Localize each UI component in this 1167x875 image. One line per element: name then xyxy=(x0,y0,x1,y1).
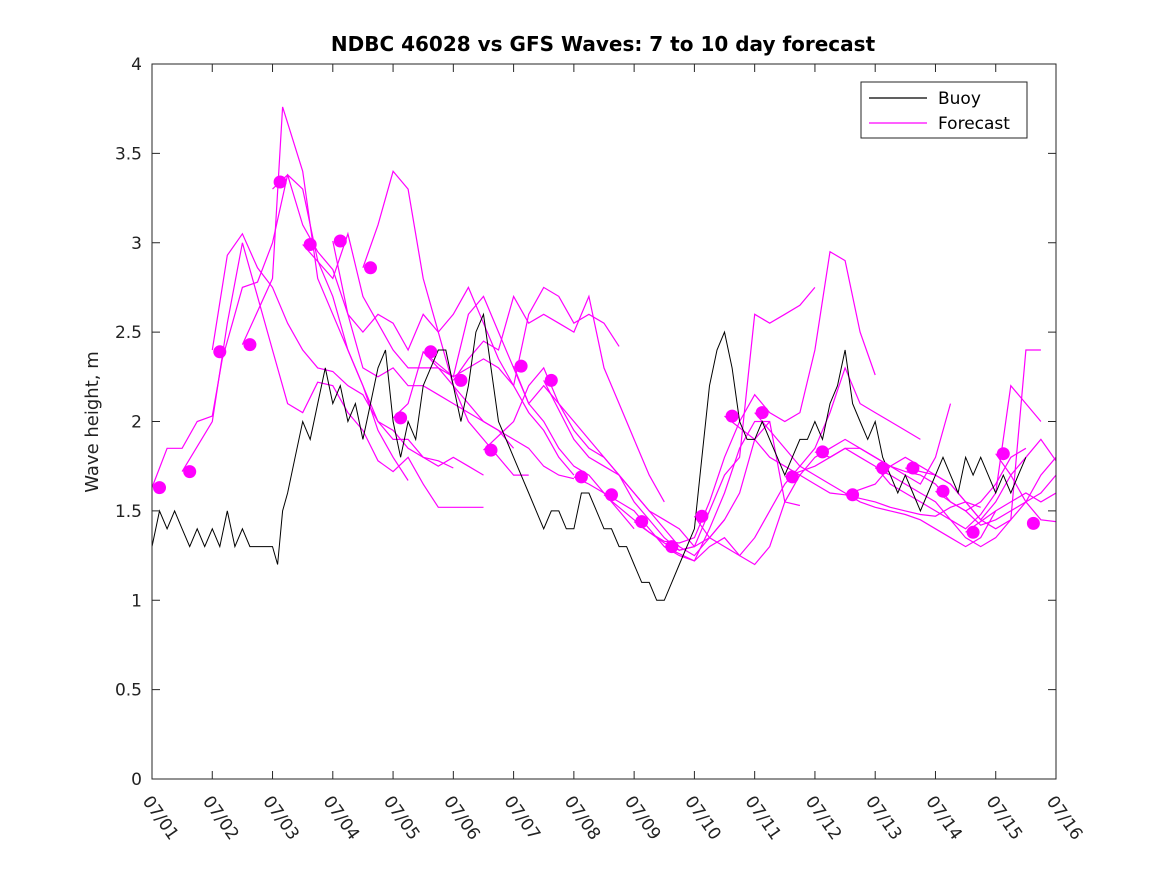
forecast-line-12 xyxy=(483,366,695,551)
y-tick-label: 3.5 xyxy=(115,144,142,164)
forecast-line-28 xyxy=(965,492,1056,533)
forecast-point-29 xyxy=(996,447,1010,461)
legend-label-buoy: Buoy xyxy=(938,89,981,109)
forecast-point-17 xyxy=(635,515,649,529)
forecast-point-1 xyxy=(153,481,166,495)
forecast-line-3 xyxy=(211,232,454,469)
legend-label-forecast: Forecast xyxy=(938,114,1010,134)
chart-title: NDBC 46028 vs GFS Waves: 7 to 10 day for… xyxy=(331,32,876,56)
y-tick-label: 2 xyxy=(131,413,142,433)
forecast-line-21 xyxy=(754,412,997,548)
forecast-point-28 xyxy=(966,525,980,539)
y-tick-label: 1 xyxy=(131,591,142,611)
forecast-point-2 xyxy=(183,465,197,479)
forecast-point-7 xyxy=(333,234,347,248)
forecast-point-13 xyxy=(514,359,528,373)
legend-box xyxy=(860,81,1028,139)
forecast-point-21 xyxy=(755,406,769,420)
forecast-point-9 xyxy=(394,411,408,425)
forecast-point-16 xyxy=(605,488,618,502)
forecast-point-8 xyxy=(364,261,377,275)
forecast-line-10 xyxy=(422,286,620,388)
forecast-line-29 xyxy=(995,453,1056,523)
forecast-point-15 xyxy=(574,470,588,484)
forecast-point-3 xyxy=(213,345,227,359)
forecast-point-23 xyxy=(816,445,829,459)
legend: Buoy Forecast xyxy=(860,81,1028,139)
forecast-line-11 xyxy=(452,294,665,503)
forecast-line-23 xyxy=(814,384,1042,530)
forecast-point-4 xyxy=(243,338,257,352)
forecast-point-18 xyxy=(665,540,679,554)
forecast-point-11 xyxy=(454,373,468,387)
forecast-point-25 xyxy=(876,461,890,475)
forecast-point-26 xyxy=(906,461,920,475)
forecast-point-22 xyxy=(785,470,799,484)
forecast-line-27 xyxy=(935,474,1056,526)
y-tick-label: 0.5 xyxy=(115,681,142,701)
y-tick-label: 4 xyxy=(131,55,142,75)
buoy-line xyxy=(152,312,1027,601)
forecast-point-19 xyxy=(695,509,709,523)
forecast-line-26 xyxy=(905,438,1056,521)
forecast-point-30 xyxy=(1026,516,1040,530)
plot-area xyxy=(152,106,1056,601)
forecast-point-10 xyxy=(424,345,438,359)
y-tick-label: 2.5 xyxy=(115,323,142,343)
forecast-point-20 xyxy=(725,409,739,423)
y-tick-label: 3 xyxy=(131,234,142,254)
forecast-point-6 xyxy=(303,238,317,251)
forecast-point-12 xyxy=(484,443,498,457)
forecast-point-5 xyxy=(273,175,287,189)
y-tick-label: 1.5 xyxy=(115,502,142,522)
forecast-line-14 xyxy=(543,380,771,548)
y-tick-label: 0 xyxy=(131,770,142,790)
forecast-point-24 xyxy=(846,488,860,502)
forecast-point-27 xyxy=(936,484,950,498)
forecast-line-7 xyxy=(332,240,575,476)
forecast-line-2 xyxy=(181,242,484,508)
y-axis-label: Wave height, m xyxy=(82,351,103,492)
forecast-point-14 xyxy=(544,373,558,387)
forecast-line-8 xyxy=(362,170,575,480)
